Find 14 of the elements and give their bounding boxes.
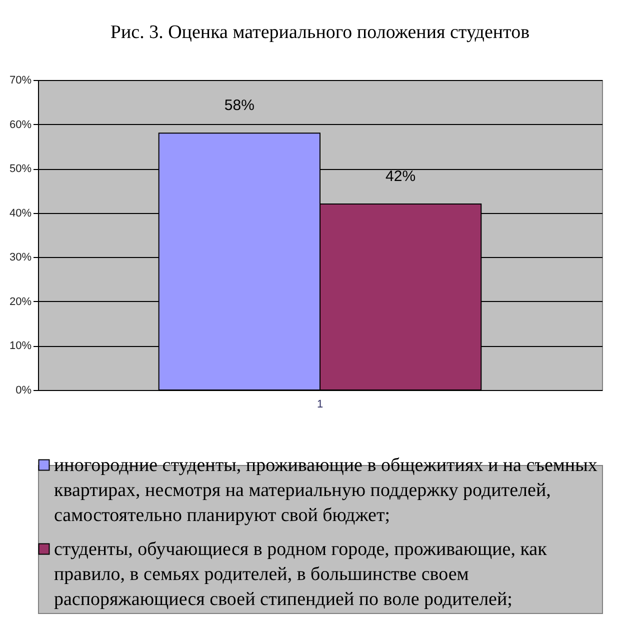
x-tick-label: 1 xyxy=(316,398,324,410)
chart-title: Рис. 3. Оценка материального положения студентов xyxy=(110,22,530,43)
y-tick-label: 50% xyxy=(9,163,32,176)
data-label: 58% xyxy=(224,97,254,114)
y-tick-label: 20% xyxy=(9,296,32,308)
y-tick-label: 30% xyxy=(9,252,32,264)
data-label: 42% xyxy=(386,168,416,185)
y-tick-label: 10% xyxy=(9,340,32,352)
legend-label: студенты, обучающиеся в родном городе, проживающие, как правило, в семьях родителей, в большинстве своем распоряжающиеся своей стипендией по воле родителей; xyxy=(54,539,548,610)
y-tick-label: 70% xyxy=(9,74,32,86)
y-tick-label: 60% xyxy=(9,118,32,131)
legend-label: иногородние студенты, проживающие в общежитиях и на съемных квартирах, несмотря на материальную поддержку родителей, самостоятельно планируют свой бюджет; xyxy=(54,455,598,526)
y-tick-label: 0% xyxy=(16,384,32,396)
y-tick-label: 40% xyxy=(9,207,32,220)
